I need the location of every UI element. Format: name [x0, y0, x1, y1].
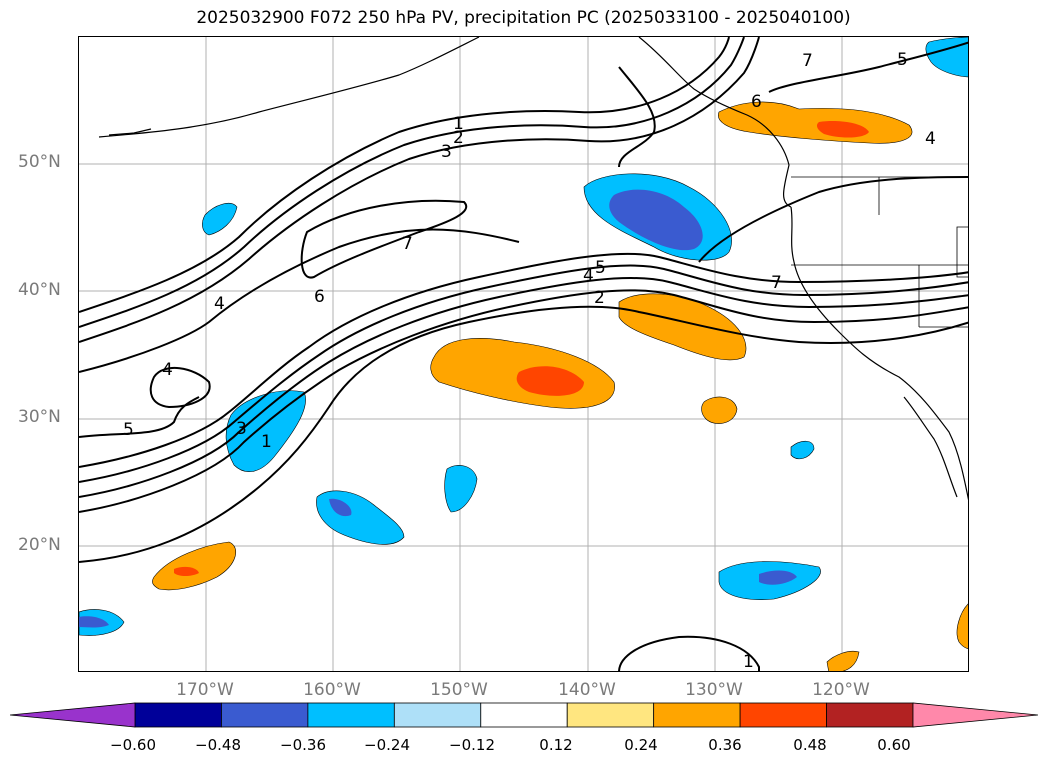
contour-label: 1: [453, 114, 464, 134]
map-plot-area[interactable]: 1 2 3 7 4 6 5 4 5 4 2 3 1 7 6 7 5 4 1: [78, 36, 969, 672]
contour-label: 4: [214, 294, 225, 314]
lon-label-120w: 120°W: [812, 680, 870, 700]
colorbar-cell: [134, 702, 222, 728]
colorbar-cell: [480, 702, 568, 728]
colorbar-tick: −0.24: [364, 736, 410, 754]
colorbar-tick: 0.24: [624, 736, 658, 754]
colorbar-cell: [566, 702, 655, 728]
contour-label: 2: [594, 288, 605, 308]
lon-label-170w: 170°W: [176, 680, 234, 700]
contour-labels: 1 2 3 7 4 6 5 4 5 4 2 3 1 7 6 7 5 4 1: [123, 50, 936, 672]
colorbar-cell: [221, 702, 309, 728]
contour-label: 4: [925, 129, 936, 149]
lat-label-50n: 50°N: [18, 152, 61, 172]
contour-label: 4: [162, 360, 173, 380]
colorbar-cell: [739, 702, 827, 728]
lat-label-20n: 20°N: [18, 535, 61, 555]
contour-label: 2: [453, 128, 464, 148]
colorbar-tick: −0.36: [280, 736, 326, 754]
contour-label: 7: [771, 273, 782, 293]
contour-label: 7: [802, 51, 813, 71]
lat-label-40n: 40°N: [18, 280, 61, 300]
contour-label: 5: [897, 50, 908, 70]
contour-label: 5: [123, 420, 134, 440]
lon-label-140w: 140°W: [558, 680, 616, 700]
colorbar-cell: [393, 702, 482, 728]
precip-shading: [79, 37, 968, 671]
lon-label-160w: 160°W: [303, 680, 361, 700]
colorbar-tick: −0.60: [110, 736, 156, 754]
colorbar-tick: 0.60: [877, 736, 911, 754]
colorbar-cell: [307, 702, 395, 728]
colorbar-tick: 0.12: [539, 736, 573, 754]
colorbar-tick: −0.48: [195, 736, 241, 754]
contour-label: 1: [261, 432, 272, 452]
colorbar-tick: 0.48: [793, 736, 827, 754]
contour-label: 3: [441, 142, 452, 162]
colorbar-cell: [653, 702, 741, 728]
contour-label: 6: [314, 287, 325, 307]
colorbar: [10, 702, 1038, 728]
lat-label-30n: 30°N: [18, 407, 61, 427]
contour-label: 4: [583, 266, 594, 286]
map-title: 2025032900 F072 250 hPa PV, precipitatio…: [196, 8, 851, 28]
contour-label: 7: [402, 234, 413, 254]
contour-label: 5: [595, 258, 606, 278]
pv-contours: [79, 37, 968, 671]
contour-label: 3: [236, 419, 247, 439]
lon-label-130w: 130°W: [685, 680, 743, 700]
coastlines: [98, 37, 968, 501]
contour-label: 1: [743, 652, 754, 672]
colorbar-tick: −0.12: [449, 736, 495, 754]
lon-label-150w: 150°W: [430, 680, 488, 700]
map-canvas: 1 2 3 7 4 6 5 4 5 4 2 3 1 7 6 7 5 4 1: [79, 37, 968, 672]
colorbar-extend-min: [10, 702, 136, 728]
contour-label: 6: [751, 92, 762, 112]
colorbar-cell: [826, 702, 914, 728]
colorbar-extend-max: [912, 702, 1038, 728]
colorbar-tick: 0.36: [708, 736, 742, 754]
